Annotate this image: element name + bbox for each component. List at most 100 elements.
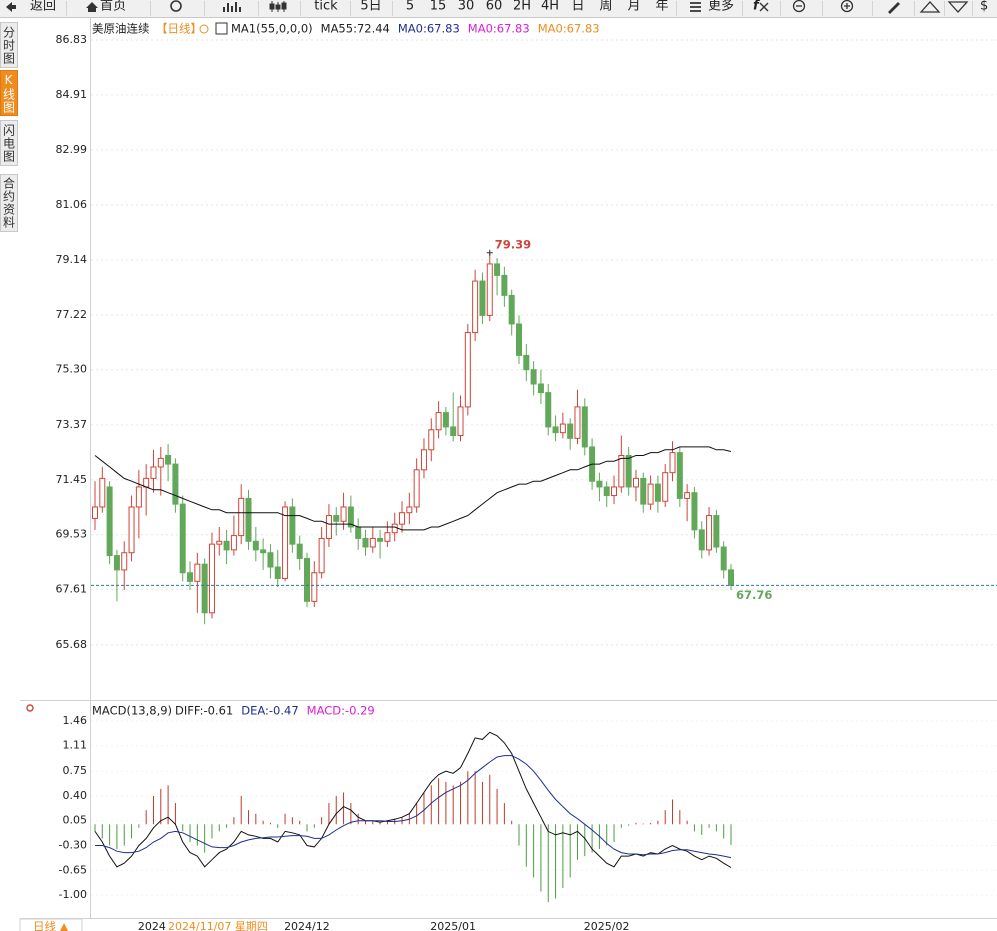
side-tab[interactable]: 合约资料	[0, 174, 18, 232]
period-button[interactable]: 周	[599, 0, 612, 14]
candle-body	[530, 369, 537, 385]
candle-body	[625, 455, 632, 488]
y-tick-label: 1.11	[63, 739, 88, 752]
y-tick-label: 75.30	[56, 363, 88, 376]
candle-body	[647, 483, 654, 505]
candle-body	[216, 540, 223, 545]
period-button[interactable]: 月	[627, 0, 640, 14]
period-button[interactable]: 30	[458, 0, 475, 14]
zoom-out-icon[interactable]	[792, 0, 806, 13]
y-tick-label: 81.06	[56, 198, 88, 211]
period-button[interactable]: 60	[486, 0, 503, 14]
period-button[interactable]: 年	[655, 0, 668, 14]
home-icon[interactable]	[86, 2, 98, 12]
period-button[interactable]: 15	[430, 0, 447, 14]
more-icon[interactable]	[690, 2, 701, 12]
y-tick-label: 71.45	[56, 473, 88, 486]
fx-icon[interactable]: f	[753, 0, 761, 14]
triangle-up-icon[interactable]	[919, 1, 941, 13]
legend-entry: MA0:67.83	[468, 22, 530, 36]
candle-body	[282, 506, 289, 579]
candle-body	[486, 263, 493, 316]
candle-body	[369, 537, 376, 548]
candle-body	[325, 515, 332, 539]
y-tick-label: 1.46	[63, 714, 88, 727]
tick-button[interactable]: tick	[314, 0, 338, 14]
legend-entry: MA0:67.83	[398, 22, 460, 36]
candle-body	[143, 477, 150, 488]
y-tick-label: 77.22	[56, 308, 88, 321]
candle-body	[172, 463, 179, 505]
candle-body	[106, 486, 113, 557]
candle-icon[interactable]	[269, 1, 287, 12]
period-button[interactable]: 2H	[513, 0, 531, 14]
period-button[interactable]: 4H	[541, 0, 559, 14]
y-tick-label: 79.14	[56, 253, 88, 266]
candle-body	[720, 546, 727, 571]
macd-settings-icon[interactable]	[26, 704, 34, 712]
cut-button[interactable]: $	[980, 0, 988, 14]
candle-body	[676, 452, 683, 499]
side-tab[interactable]: 闪电图	[0, 120, 18, 166]
candle-body	[413, 469, 420, 508]
bottom-tab[interactable]: 日线 ▲	[33, 920, 69, 931]
refresh-icon[interactable]	[170, 0, 182, 12]
candle-body	[574, 406, 581, 439]
candle-body	[121, 552, 128, 571]
candle-body	[333, 515, 340, 522]
candle-body	[559, 423, 566, 434]
candle-body	[99, 477, 106, 508]
candle-body	[464, 332, 471, 408]
candle-body	[640, 477, 647, 505]
candle-body	[347, 506, 354, 528]
triangle-down-icon[interactable]	[947, 1, 969, 13]
candle-body	[318, 537, 325, 574]
candle-body	[442, 412, 449, 428]
settings-icon[interactable]	[199, 24, 209, 34]
period-button[interactable]: 日	[571, 0, 584, 14]
candle-body	[384, 532, 391, 542]
y-tick-label: 82.99	[56, 143, 88, 156]
toolbar-items: 返回 首页 tick 更多 f $ 5日 5 15 30 60 2H 4H 日 周 月 年	[6, 0, 988, 16]
indicator-icon[interactable]	[215, 22, 228, 35]
candle-body	[187, 572, 194, 582]
legend-entry: MA1(55,0,0,0)	[231, 22, 313, 36]
y-tick-label: 0.05	[63, 814, 88, 827]
legend-entry: MA0:67.83	[538, 22, 600, 36]
candle-body	[545, 392, 552, 428]
bottom-tab-box[interactable]	[19, 918, 83, 931]
fx-icon-x[interactable]	[759, 2, 769, 12]
back-icon[interactable]	[6, 2, 16, 12]
zoom-in-icon[interactable]	[840, 0, 854, 13]
pen-icon[interactable]	[888, 2, 900, 14]
side-tab[interactable]: 分时图	[0, 22, 18, 68]
home-button[interactable]: 首页	[100, 0, 126, 14]
legend-entry: DIFF:-0.61	[175, 704, 233, 718]
candle-body	[304, 557, 310, 602]
candle-body	[194, 563, 201, 582]
high-marker	[486, 249, 493, 256]
candle-body	[340, 506, 347, 522]
candle-body	[632, 477, 639, 488]
candle-body	[391, 523, 398, 534]
x-tick-label: 2025/01	[430, 920, 476, 931]
chart-icon[interactable]	[223, 2, 241, 12]
x-tick-label: 2025/02	[584, 920, 630, 931]
back-button[interactable]: 返回	[30, 0, 56, 14]
x-tick-label: 2024/12	[284, 920, 330, 931]
candle-body	[581, 406, 588, 448]
candle-body	[472, 280, 479, 334]
more-button[interactable]: 更多	[708, 0, 734, 14]
period-button[interactable]: 5日	[360, 0, 381, 14]
candle-body	[157, 457, 164, 468]
period-label: 【日线】	[156, 22, 202, 36]
candle-body	[698, 529, 705, 551]
candle-body	[252, 540, 259, 551]
period-button[interactable]: 5	[406, 0, 414, 14]
side-tab[interactable]: K线图	[0, 70, 18, 116]
chart-title: 美原油连续	[92, 22, 150, 36]
candle-body	[654, 483, 661, 502]
candle-body	[552, 426, 559, 434]
y-tick-label: 73.37	[56, 418, 88, 431]
